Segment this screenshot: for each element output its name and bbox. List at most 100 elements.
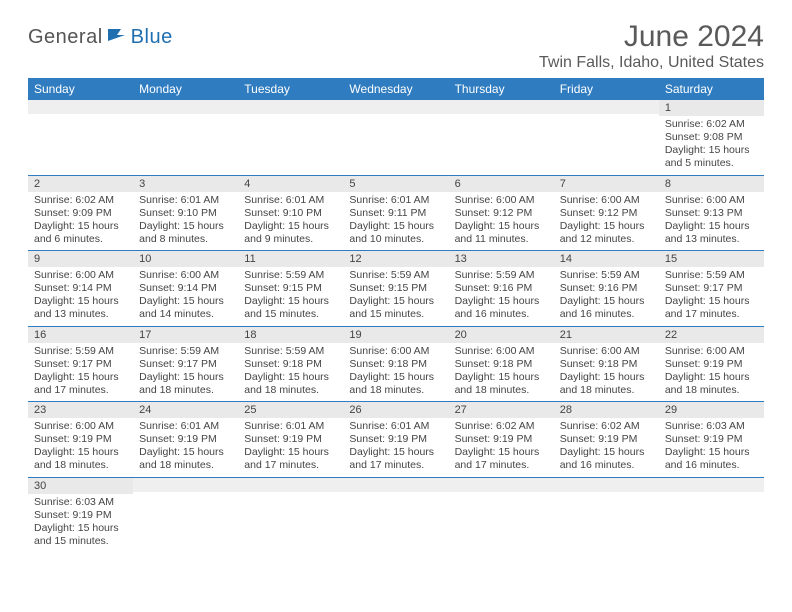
day-details [554, 114, 659, 164]
day-details [554, 492, 659, 542]
weekday-header: Monday [133, 78, 238, 100]
day-number: 9 [28, 251, 133, 267]
day-details [659, 492, 764, 542]
calendar-week-row: 2Sunrise: 6:02 AMSunset: 9:09 PMDaylight… [28, 175, 764, 251]
day-details: Sunrise: 5:59 AMSunset: 9:17 PMDaylight:… [659, 267, 764, 326]
day-number: 4 [238, 176, 343, 192]
logo-text-general: General [28, 26, 103, 49]
day-details: Sunrise: 6:01 AMSunset: 9:19 PMDaylight:… [238, 418, 343, 477]
calendar-day-cell: 21Sunrise: 6:00 AMSunset: 9:18 PMDayligh… [554, 326, 659, 402]
day-number: 10 [133, 251, 238, 267]
day-number [343, 478, 448, 492]
calendar-empty-cell [28, 100, 133, 175]
calendar-week-row: 1Sunrise: 6:02 AMSunset: 9:08 PMDaylight… [28, 100, 764, 175]
calendar-day-cell: 25Sunrise: 6:01 AMSunset: 9:19 PMDayligh… [238, 402, 343, 478]
calendar-empty-cell [554, 100, 659, 175]
day-details: Sunrise: 5:59 AMSunset: 9:17 PMDaylight:… [28, 343, 133, 402]
day-number: 7 [554, 176, 659, 192]
weekday-header: Friday [554, 78, 659, 100]
title-block: June 2024 Twin Falls, Idaho, United Stat… [539, 20, 764, 72]
day-details: Sunrise: 5:59 AMSunset: 9:16 PMDaylight:… [554, 267, 659, 326]
calendar-day-cell: 20Sunrise: 6:00 AMSunset: 9:18 PMDayligh… [449, 326, 554, 402]
day-number [449, 478, 554, 492]
day-number: 15 [659, 251, 764, 267]
day-number: 2 [28, 176, 133, 192]
flag-icon [107, 27, 129, 48]
day-details: Sunrise: 6:00 AMSunset: 9:12 PMDaylight:… [449, 192, 554, 251]
calendar-week-row: 16Sunrise: 5:59 AMSunset: 9:17 PMDayligh… [28, 326, 764, 402]
weekday-header: Wednesday [343, 78, 448, 100]
day-details: Sunrise: 6:00 AMSunset: 9:19 PMDaylight:… [659, 343, 764, 402]
calendar-empty-cell [449, 477, 554, 552]
day-details: Sunrise: 6:00 AMSunset: 9:18 PMDaylight:… [554, 343, 659, 402]
weekday-header-row: SundayMondayTuesdayWednesdayThursdayFrid… [28, 78, 764, 100]
calendar-week-row: 23Sunrise: 6:00 AMSunset: 9:19 PMDayligh… [28, 402, 764, 478]
day-number: 27 [449, 402, 554, 418]
day-number: 22 [659, 327, 764, 343]
day-details [238, 492, 343, 542]
weekday-header: Thursday [449, 78, 554, 100]
calendar-day-cell: 3Sunrise: 6:01 AMSunset: 9:10 PMDaylight… [133, 175, 238, 251]
day-number: 6 [449, 176, 554, 192]
day-number: 3 [133, 176, 238, 192]
day-number: 24 [133, 402, 238, 418]
calendar-empty-cell [133, 100, 238, 175]
day-details: Sunrise: 6:01 AMSunset: 9:19 PMDaylight:… [343, 418, 448, 477]
day-number: 5 [343, 176, 448, 192]
day-number: 1 [659, 100, 764, 116]
calendar-day-cell: 27Sunrise: 6:02 AMSunset: 9:19 PMDayligh… [449, 402, 554, 478]
day-details: Sunrise: 6:00 AMSunset: 9:18 PMDaylight:… [343, 343, 448, 402]
calendar-day-cell: 11Sunrise: 5:59 AMSunset: 9:15 PMDayligh… [238, 251, 343, 327]
calendar-day-cell: 7Sunrise: 6:00 AMSunset: 9:12 PMDaylight… [554, 175, 659, 251]
weekday-header: Tuesday [238, 78, 343, 100]
day-details: Sunrise: 6:01 AMSunset: 9:10 PMDaylight:… [238, 192, 343, 251]
day-number [133, 478, 238, 492]
day-number: 21 [554, 327, 659, 343]
day-details [133, 492, 238, 542]
calendar-empty-cell [343, 100, 448, 175]
calendar-day-cell: 15Sunrise: 5:59 AMSunset: 9:17 PMDayligh… [659, 251, 764, 327]
day-number: 13 [449, 251, 554, 267]
day-number [28, 100, 133, 114]
day-details: Sunrise: 6:02 AMSunset: 9:19 PMDaylight:… [449, 418, 554, 477]
day-number: 26 [343, 402, 448, 418]
calendar-day-cell: 9Sunrise: 6:00 AMSunset: 9:14 PMDaylight… [28, 251, 133, 327]
calendar-day-cell: 23Sunrise: 6:00 AMSunset: 9:19 PMDayligh… [28, 402, 133, 478]
calendar-day-cell: 28Sunrise: 6:02 AMSunset: 9:19 PMDayligh… [554, 402, 659, 478]
day-details: Sunrise: 6:00 AMSunset: 9:19 PMDaylight:… [28, 418, 133, 477]
day-details: Sunrise: 6:01 AMSunset: 9:19 PMDaylight:… [133, 418, 238, 477]
calendar-day-cell: 5Sunrise: 6:01 AMSunset: 9:11 PMDaylight… [343, 175, 448, 251]
day-details [449, 114, 554, 164]
month-title: June 2024 [539, 20, 764, 54]
day-details: Sunrise: 5:59 AMSunset: 9:15 PMDaylight:… [238, 267, 343, 326]
calendar-day-cell: 19Sunrise: 6:00 AMSunset: 9:18 PMDayligh… [343, 326, 448, 402]
calendar-empty-cell [554, 477, 659, 552]
day-number: 25 [238, 402, 343, 418]
day-details: Sunrise: 6:02 AMSunset: 9:09 PMDaylight:… [28, 192, 133, 251]
day-details: Sunrise: 6:01 AMSunset: 9:10 PMDaylight:… [133, 192, 238, 251]
location: Twin Falls, Idaho, United States [539, 54, 764, 72]
day-number [554, 100, 659, 114]
day-number: 19 [343, 327, 448, 343]
calendar-week-row: 30Sunrise: 6:03 AMSunset: 9:19 PMDayligh… [28, 477, 764, 552]
calendar-day-cell: 16Sunrise: 5:59 AMSunset: 9:17 PMDayligh… [28, 326, 133, 402]
calendar-empty-cell [238, 100, 343, 175]
calendar-day-cell: 12Sunrise: 5:59 AMSunset: 9:15 PMDayligh… [343, 251, 448, 327]
day-details: Sunrise: 6:02 AMSunset: 9:19 PMDaylight:… [554, 418, 659, 477]
day-details: Sunrise: 6:03 AMSunset: 9:19 PMDaylight:… [659, 418, 764, 477]
day-details: Sunrise: 5:59 AMSunset: 9:15 PMDaylight:… [343, 267, 448, 326]
calendar-day-cell: 13Sunrise: 5:59 AMSunset: 9:16 PMDayligh… [449, 251, 554, 327]
day-details [28, 114, 133, 164]
weekday-header: Sunday [28, 78, 133, 100]
day-details: Sunrise: 6:03 AMSunset: 9:19 PMDaylight:… [28, 494, 133, 553]
day-number: 23 [28, 402, 133, 418]
calendar-day-cell: 26Sunrise: 6:01 AMSunset: 9:19 PMDayligh… [343, 402, 448, 478]
day-details [449, 492, 554, 542]
day-number: 30 [28, 478, 133, 494]
day-details: Sunrise: 5:59 AMSunset: 9:16 PMDaylight:… [449, 267, 554, 326]
day-details [238, 114, 343, 164]
calendar-day-cell: 30Sunrise: 6:03 AMSunset: 9:19 PMDayligh… [28, 477, 133, 552]
day-details: Sunrise: 6:00 AMSunset: 9:14 PMDaylight:… [28, 267, 133, 326]
day-details: Sunrise: 6:00 AMSunset: 9:13 PMDaylight:… [659, 192, 764, 251]
day-details [343, 114, 448, 164]
